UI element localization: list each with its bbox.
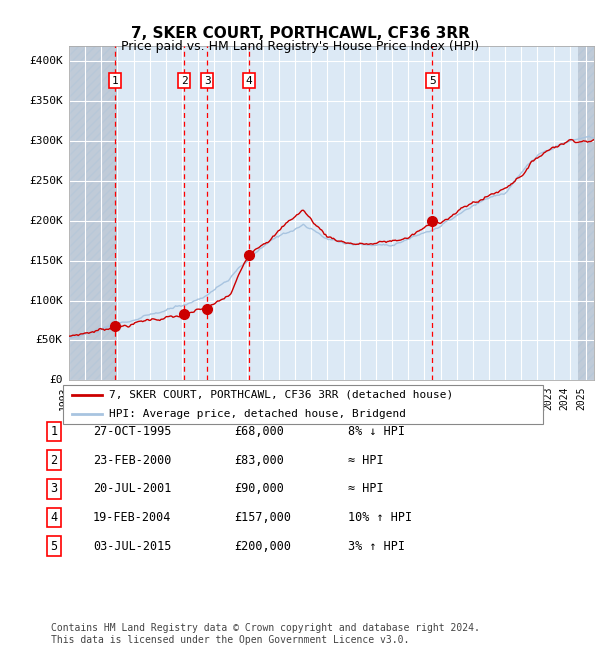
Text: £0: £0	[49, 375, 63, 385]
Text: 2014: 2014	[398, 386, 408, 410]
Text: 2025: 2025	[576, 386, 586, 410]
Text: 1999: 1999	[156, 386, 166, 410]
Text: 1998: 1998	[140, 386, 150, 410]
Text: 2020: 2020	[495, 386, 505, 410]
Text: 2024: 2024	[560, 386, 570, 410]
Text: 1: 1	[50, 425, 58, 438]
Text: 2018: 2018	[463, 386, 473, 410]
Text: 2019: 2019	[479, 386, 489, 410]
Text: 3: 3	[204, 75, 211, 86]
Text: £68,000: £68,000	[234, 425, 284, 438]
Text: 7, SKER COURT, PORTHCAWL, CF36 3RR (detached house): 7, SKER COURT, PORTHCAWL, CF36 3RR (deta…	[109, 389, 454, 400]
Text: 2022: 2022	[527, 386, 538, 410]
Text: ≈ HPI: ≈ HPI	[348, 482, 383, 495]
Text: 20-JUL-2001: 20-JUL-2001	[93, 482, 172, 495]
Bar	[578, 46, 594, 380]
Text: £90,000: £90,000	[234, 482, 284, 495]
Text: 2004: 2004	[236, 386, 247, 410]
Text: £100K: £100K	[29, 296, 63, 306]
Text: 2007: 2007	[285, 386, 295, 410]
Text: 4: 4	[245, 75, 252, 86]
Text: 1: 1	[112, 75, 118, 86]
Text: 2: 2	[50, 454, 58, 467]
Text: £150K: £150K	[29, 255, 63, 266]
Text: 2005: 2005	[253, 386, 263, 410]
Text: Contains HM Land Registry data © Crown copyright and database right 2024.
This d: Contains HM Land Registry data © Crown c…	[51, 623, 480, 645]
Text: 2013: 2013	[382, 386, 392, 410]
Text: 2008: 2008	[301, 386, 311, 410]
Text: £200,000: £200,000	[234, 540, 291, 552]
Text: 19-FEB-2004: 19-FEB-2004	[93, 511, 172, 524]
Text: 2017: 2017	[446, 386, 457, 410]
Text: 2023: 2023	[544, 386, 554, 410]
Text: Price paid vs. HM Land Registry's House Price Index (HPI): Price paid vs. HM Land Registry's House …	[121, 40, 479, 53]
Text: 5: 5	[429, 75, 436, 86]
Text: 1995: 1995	[91, 386, 101, 410]
Text: 2002: 2002	[205, 386, 214, 410]
Text: 10% ↑ HPI: 10% ↑ HPI	[348, 511, 412, 524]
Text: 3% ↑ HPI: 3% ↑ HPI	[348, 540, 405, 552]
Text: £157,000: £157,000	[234, 511, 291, 524]
Text: 2015: 2015	[415, 386, 424, 410]
Text: HPI: Average price, detached house, Bridgend: HPI: Average price, detached house, Brid…	[109, 409, 406, 419]
Bar	[69, 46, 118, 380]
Text: 2009: 2009	[317, 386, 328, 410]
Text: 2003: 2003	[221, 386, 230, 410]
Text: 03-JUL-2015: 03-JUL-2015	[93, 540, 172, 552]
Text: 5: 5	[50, 540, 58, 552]
Text: £83,000: £83,000	[234, 454, 284, 467]
Text: 23-FEB-2000: 23-FEB-2000	[93, 454, 172, 467]
Text: 27-OCT-1995: 27-OCT-1995	[93, 425, 172, 438]
Text: ≈ HPI: ≈ HPI	[348, 454, 383, 467]
Text: 1993: 1993	[59, 386, 69, 410]
Text: £250K: £250K	[29, 176, 63, 186]
Text: 4: 4	[50, 511, 58, 524]
Text: 2016: 2016	[431, 386, 440, 410]
Text: 2: 2	[181, 75, 188, 86]
Text: 2010: 2010	[334, 386, 344, 410]
Text: £200K: £200K	[29, 216, 63, 226]
Text: 2011: 2011	[350, 386, 360, 410]
Text: 3: 3	[50, 482, 58, 495]
Text: 2001: 2001	[188, 386, 198, 410]
Text: £50K: £50K	[36, 335, 63, 345]
Text: 1994: 1994	[75, 386, 85, 410]
Text: £300K: £300K	[29, 136, 63, 146]
Text: 2012: 2012	[366, 386, 376, 410]
Text: 7, SKER COURT, PORTHCAWL, CF36 3RR: 7, SKER COURT, PORTHCAWL, CF36 3RR	[131, 26, 469, 41]
Text: 8% ↓ HPI: 8% ↓ HPI	[348, 425, 405, 438]
Text: 2006: 2006	[269, 386, 279, 410]
Text: 2000: 2000	[172, 386, 182, 410]
Text: £350K: £350K	[29, 96, 63, 107]
Text: 1997: 1997	[124, 386, 134, 410]
Text: £400K: £400K	[29, 57, 63, 66]
Text: 1996: 1996	[107, 386, 118, 410]
Text: 2021: 2021	[511, 386, 521, 410]
